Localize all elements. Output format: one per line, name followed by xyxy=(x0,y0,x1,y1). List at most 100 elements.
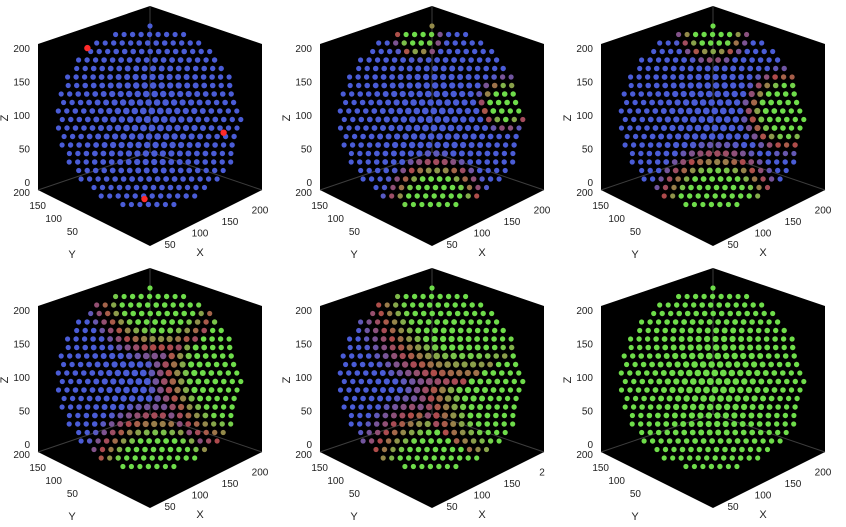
data-point xyxy=(161,40,168,46)
data-point xyxy=(377,395,384,402)
data-point xyxy=(446,310,452,317)
data-point xyxy=(66,421,72,427)
data-point xyxy=(89,370,96,376)
data-point xyxy=(678,193,684,199)
data-point xyxy=(738,336,745,342)
data-point xyxy=(499,370,505,376)
data-point xyxy=(635,108,642,114)
data-point xyxy=(435,361,443,368)
data-point xyxy=(621,353,627,359)
data-point xyxy=(658,133,665,140)
data-point xyxy=(402,176,409,182)
data-point xyxy=(731,421,738,427)
data-point xyxy=(389,65,396,72)
data-point xyxy=(348,421,354,427)
data-point xyxy=(504,133,511,140)
data-point xyxy=(721,327,728,334)
data-point xyxy=(671,159,678,165)
data-point xyxy=(715,167,722,174)
data-point xyxy=(90,74,96,80)
data-point xyxy=(219,150,226,157)
data-point xyxy=(76,57,82,63)
data-point xyxy=(766,429,772,436)
x-tick-label: 100 xyxy=(192,491,209,502)
data-point xyxy=(755,344,762,351)
data-point xyxy=(697,90,704,98)
data-point xyxy=(687,65,694,72)
data-point xyxy=(182,124,190,132)
data-point xyxy=(337,370,343,376)
data-point xyxy=(120,133,127,140)
data-point xyxy=(401,40,407,46)
data-point xyxy=(402,438,409,444)
data-point xyxy=(729,73,736,81)
data-point xyxy=(773,327,779,334)
data-point xyxy=(219,353,226,359)
data-point xyxy=(442,116,450,123)
data-point xyxy=(462,133,469,140)
data-point xyxy=(681,429,688,436)
data-point xyxy=(774,421,780,427)
data-point xyxy=(190,310,196,317)
data-point xyxy=(670,344,677,351)
data-point xyxy=(140,124,147,132)
data-point xyxy=(59,142,65,148)
data-point xyxy=(440,73,447,81)
data-point xyxy=(743,133,750,140)
data-point xyxy=(673,141,680,149)
data-point xyxy=(390,159,397,165)
data-point xyxy=(765,353,772,359)
data-point xyxy=(463,293,469,300)
data-point xyxy=(146,31,153,38)
data-point xyxy=(450,421,457,427)
data-point xyxy=(699,361,707,368)
data-point xyxy=(418,302,424,308)
data-point xyxy=(791,159,797,165)
data-point xyxy=(638,159,644,165)
data-point xyxy=(734,201,740,208)
data-point xyxy=(431,73,438,81)
data-point xyxy=(502,142,509,148)
data-point xyxy=(126,57,133,63)
data-point xyxy=(153,40,159,46)
data-point xyxy=(490,370,497,376)
data-point xyxy=(171,201,177,208)
y-tick-label: 200 xyxy=(576,450,593,461)
data-point xyxy=(183,336,190,342)
data-point xyxy=(753,48,759,55)
data-point xyxy=(755,327,762,334)
data-point xyxy=(721,335,728,343)
data-point xyxy=(663,353,670,359)
data-point xyxy=(706,403,714,411)
data-point xyxy=(108,421,115,427)
data-point xyxy=(109,167,116,174)
data-point xyxy=(64,125,70,131)
data-point xyxy=(742,40,748,46)
data-point xyxy=(670,82,677,89)
data-point xyxy=(741,141,748,149)
data-point xyxy=(450,412,457,419)
data-point xyxy=(423,335,430,343)
data-point xyxy=(507,108,513,114)
data-point xyxy=(654,446,660,453)
data-point xyxy=(692,31,699,38)
data-point xyxy=(347,74,353,80)
data-point xyxy=(740,319,747,325)
data-point xyxy=(653,344,660,351)
data-point xyxy=(437,310,444,317)
data-point xyxy=(780,370,786,376)
data-point xyxy=(484,412,491,419)
data-point xyxy=(794,395,800,402)
data-point xyxy=(735,31,741,38)
data-point xyxy=(90,65,97,72)
data-point xyxy=(681,319,687,325)
z-tick-label: 0 xyxy=(306,178,312,189)
data-point xyxy=(389,82,396,89)
data-point xyxy=(757,167,764,174)
data-point xyxy=(381,327,387,334)
data-point xyxy=(76,378,83,385)
data-point xyxy=(714,150,721,157)
data-point xyxy=(100,91,107,97)
data-point xyxy=(645,344,651,351)
data-point xyxy=(358,429,364,436)
